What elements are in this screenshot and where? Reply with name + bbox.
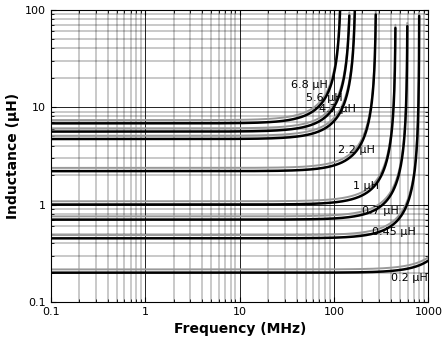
Y-axis label: Inductance (μH): Inductance (μH) (5, 93, 20, 219)
Text: 5.6 μH: 5.6 μH (306, 93, 342, 103)
X-axis label: Frequency (MHz): Frequency (MHz) (173, 323, 306, 337)
Text: 6.8 μH: 6.8 μH (291, 80, 328, 90)
Text: 2.2 μH: 2.2 μH (338, 145, 375, 155)
Text: 4.7 μH: 4.7 μH (319, 104, 356, 114)
Text: 0.45 μH: 0.45 μH (372, 227, 415, 237)
Text: 0.7 μH: 0.7 μH (362, 207, 399, 216)
Text: 1 μH: 1 μH (353, 181, 379, 191)
Text: 0.2 μH: 0.2 μH (391, 273, 428, 282)
